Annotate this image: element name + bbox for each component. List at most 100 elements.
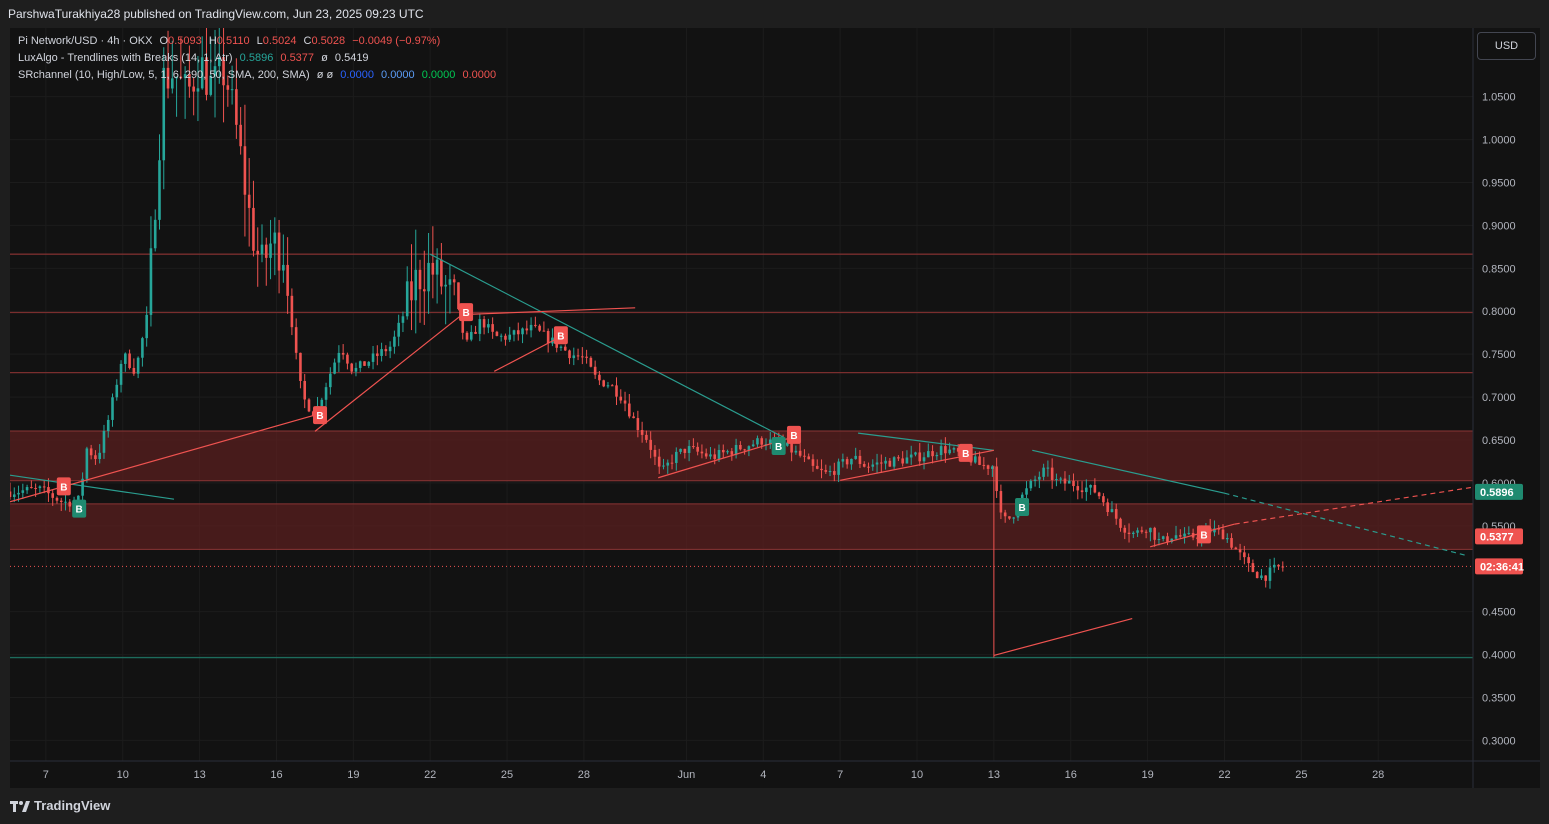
candle-body: [435, 259, 439, 275]
time-axis-tick: 28: [1372, 769, 1384, 781]
candle-body: [55, 497, 59, 501]
candle-body: [662, 465, 665, 467]
candle-body: [1055, 479, 1058, 481]
candle-body: [1187, 532, 1191, 534]
candle-body: [1097, 492, 1101, 497]
candle-body: [747, 446, 751, 451]
candle-body: [768, 439, 772, 445]
candle-body: [824, 470, 828, 472]
candle-body: [674, 451, 678, 463]
break-label-box: [72, 499, 87, 518]
candle-body: [751, 444, 755, 447]
break-label-bull: B: [1015, 497, 1030, 516]
price-axis-tick: 0.6500: [1482, 435, 1516, 447]
candle-body: [136, 357, 140, 374]
chart-area[interactable]: B B B B B B B B B B 1.0500 1.0000 0.9500 0.9000 0.8500…: [10, 28, 1540, 788]
candle-body: [1102, 496, 1105, 503]
candle-body: [303, 380, 307, 400]
candle-body: [918, 452, 922, 462]
price-axis-tick: 0.7500: [1482, 349, 1516, 361]
candle-body: [124, 353, 127, 364]
candle-body: [333, 362, 336, 374]
candle-body: [845, 459, 849, 465]
candle-body: [610, 385, 614, 387]
candle-body: [1089, 484, 1092, 488]
indicator-name-srchannel: SRchannel (10, High/Low, 5, 1, 6, 290, 5…: [18, 69, 310, 81]
candle-body: [410, 281, 413, 301]
trendline-down: [1224, 492, 1469, 557]
candle-body: [538, 325, 541, 331]
price-axis-label-text: 02:36:41: [1480, 561, 1524, 573]
candle-body: [978, 456, 981, 465]
candle-body: [1255, 572, 1259, 579]
top-bar: ParshwaTurakhiya28 published on TradingV…: [0, 0, 1549, 28]
break-label-bear: B: [56, 477, 71, 496]
candle-body: [1072, 480, 1075, 487]
candle-body: [1038, 476, 1041, 480]
legend-ohlc-row: Pi Network/USD · 4h · OKX O0.5093 H0.511…: [18, 35, 444, 47]
break-label-text: B: [775, 442, 782, 453]
break-label-bull: B: [771, 436, 786, 455]
candle-body: [1268, 567, 1272, 581]
candle-body: [914, 452, 917, 455]
candle-body: [414, 269, 418, 301]
trendline-up: [993, 617, 1133, 657]
candle-body: [901, 458, 904, 464]
price-chart-svg[interactable]: BBBBBBBBBB1.05001.00000.95000.90000.8500…: [10, 28, 1540, 788]
candle-body: [999, 491, 1003, 513]
candle-body: [491, 324, 494, 332]
break-label-text: B: [60, 482, 67, 493]
trendline-up: [658, 437, 790, 479]
sr-zone: [10, 430, 1473, 481]
candle-body: [350, 363, 353, 372]
candle-body: [59, 500, 63, 503]
legend-indicator-luxalgo[interactable]: LuxAlgo - Trendlines with Breaks (14, 1,…: [18, 52, 373, 64]
candle-body: [213, 66, 217, 76]
candle-body: [512, 330, 516, 335]
candle-body: [183, 74, 187, 79]
price-axis-tick: 0.8500: [1482, 263, 1516, 275]
break-label-text: B: [790, 431, 797, 442]
luxalgo-symbol: ø: [321, 52, 328, 64]
legend-low-value: 0.5024: [262, 35, 297, 47]
candle-body: [307, 399, 311, 412]
candle-body: [427, 262, 430, 292]
candle-body: [820, 468, 823, 471]
candle-body: [77, 495, 80, 501]
candle-body: [188, 74, 191, 87]
tradingview-logo[interactable]: TradingView: [10, 798, 110, 813]
candle-body: [405, 281, 409, 317]
candle-body: [828, 471, 832, 473]
break-label-box: [958, 443, 973, 462]
candle-body: [47, 487, 50, 494]
candle-body: [448, 279, 452, 285]
legend-symbol[interactable]: Pi Network/USD · 4h · OKX: [18, 35, 153, 47]
break-label-box: [313, 406, 328, 425]
candle-body: [320, 399, 324, 407]
legend-close-value: 0.5028: [311, 35, 346, 47]
candle-body: [85, 448, 89, 479]
candle-body: [687, 446, 691, 453]
price-axis-label: 0.5896: [1475, 483, 1523, 500]
legend-change: −0.0049 (−0.97%): [352, 35, 441, 47]
candle-body: [1110, 509, 1114, 513]
candle-body: [499, 335, 503, 337]
price-axis-tick: 0.4000: [1482, 650, 1516, 662]
legend-indicator-srchannel[interactable]: SRchannel (10, High/Low, 5, 1, 6, 290, 5…: [18, 69, 500, 81]
break-label-box: [771, 436, 786, 455]
time-axis-tick: 19: [347, 769, 359, 781]
candle-body: [521, 328, 524, 335]
break-label-box: [1196, 525, 1211, 544]
candle-body: [1093, 484, 1097, 493]
candle-body: [401, 316, 405, 323]
price-axis-tick: 0.3500: [1482, 692, 1516, 704]
candle-body: [341, 352, 345, 355]
candle-body: [106, 419, 110, 432]
candle-body: [474, 331, 477, 334]
candle-body: [944, 446, 947, 454]
candle-body: [457, 282, 460, 310]
candle-body: [837, 461, 840, 475]
candle-body: [1251, 563, 1255, 573]
currency-button[interactable]: USD: [1477, 32, 1536, 60]
candle-body: [1161, 536, 1165, 539]
